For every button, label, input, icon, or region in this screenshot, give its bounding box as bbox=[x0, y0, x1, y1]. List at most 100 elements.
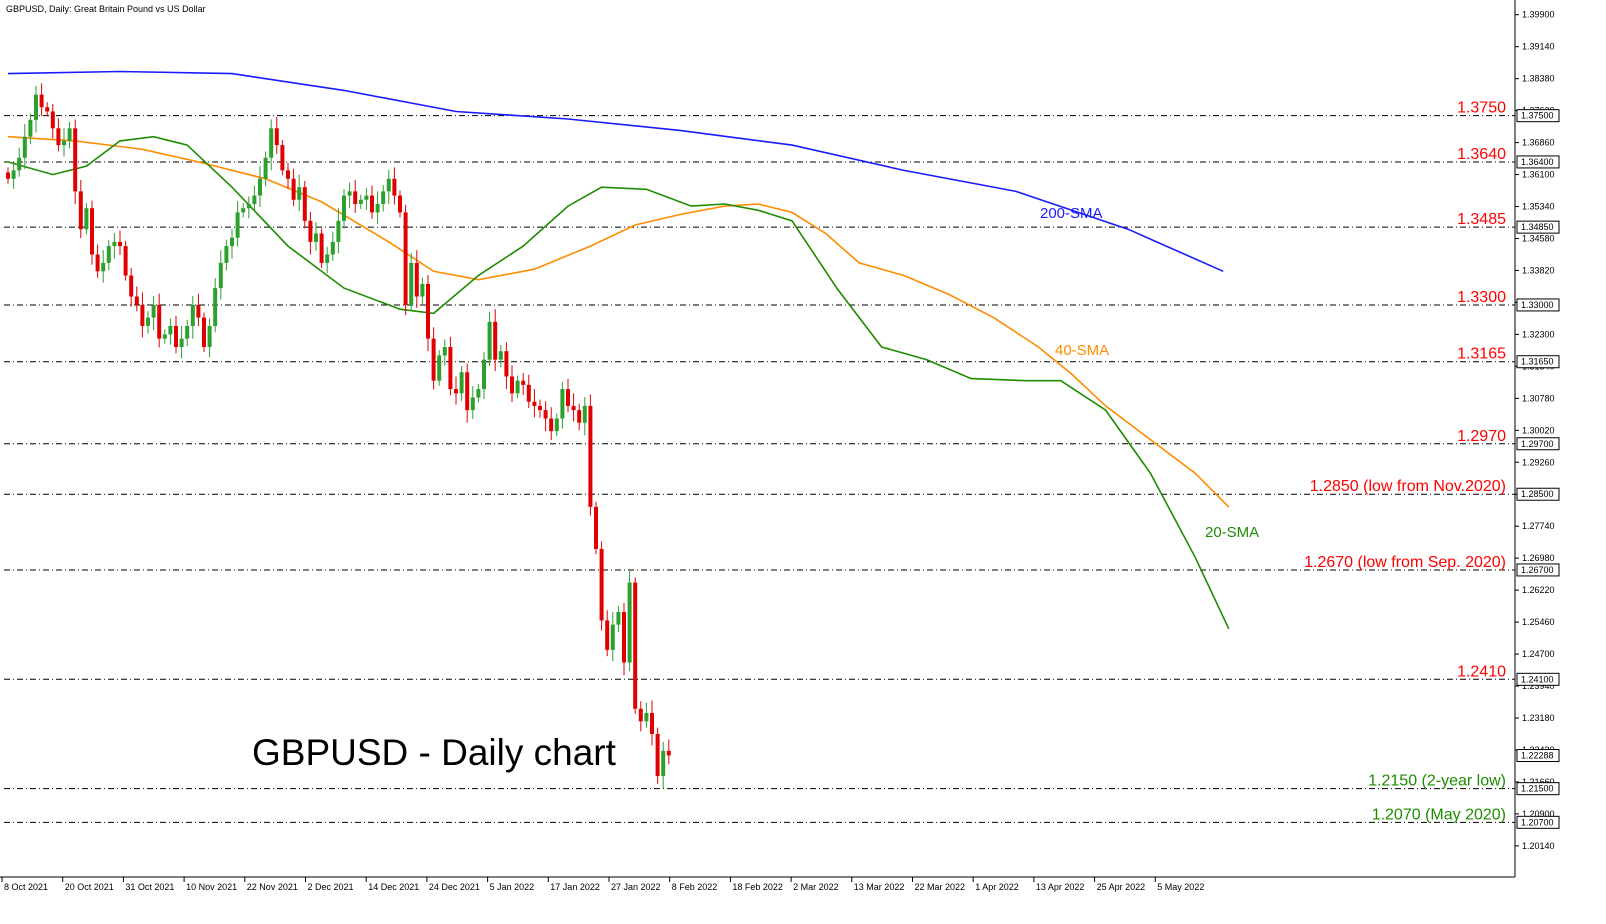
price-tag-box bbox=[1516, 437, 1560, 451]
candle-body bbox=[577, 410, 582, 423]
candle-body bbox=[610, 624, 615, 650]
candle-body bbox=[39, 94, 44, 108]
candle-body bbox=[112, 241, 117, 247]
candle-body bbox=[207, 325, 212, 348]
candle-body bbox=[498, 351, 503, 360]
candle-body bbox=[202, 317, 206, 348]
moving-averages bbox=[7, 70, 1230, 630]
candle-body bbox=[252, 195, 257, 205]
candle-body bbox=[504, 351, 509, 377]
candle-body bbox=[655, 733, 660, 777]
y-tick-label: 1.35340 bbox=[1522, 202, 1555, 212]
level-label: 1.2670 (low from Sep. 2020) bbox=[1304, 554, 1506, 571]
candle-body bbox=[347, 191, 352, 196]
candle-body bbox=[448, 347, 453, 390]
price-tag-box bbox=[1516, 815, 1560, 829]
candle-body bbox=[84, 208, 89, 230]
candle-body bbox=[493, 321, 498, 360]
candle-body bbox=[594, 506, 598, 549]
price-tags: 1.37500 1.36400 1.34850 1.33000 1.31650 1.297… bbox=[1516, 109, 1560, 829]
level-label: 1.3300 bbox=[1457, 289, 1506, 306]
candle-body bbox=[454, 389, 458, 394]
candle-body bbox=[336, 220, 341, 242]
candle-body bbox=[644, 712, 649, 722]
y-tick-label: 1.20140 bbox=[1522, 841, 1555, 851]
sma-line-20-sma bbox=[7, 135, 1230, 630]
candlesticks bbox=[6, 83, 671, 789]
price-tag-label: 1.20700 bbox=[1521, 817, 1554, 827]
candle-body bbox=[168, 325, 173, 335]
candle-body bbox=[246, 204, 251, 209]
candle-body bbox=[78, 191, 83, 230]
candle-body bbox=[627, 582, 632, 663]
candle-body bbox=[314, 233, 318, 242]
candle-body bbox=[342, 195, 346, 221]
price-tag-label: 1.33000 bbox=[1521, 300, 1554, 310]
candle-body bbox=[34, 94, 38, 120]
x-tick-label: 2 Dec 2021 bbox=[308, 882, 354, 892]
candle-body bbox=[22, 136, 27, 158]
candle-body bbox=[470, 397, 475, 411]
y-tick-label: 1.32300 bbox=[1522, 329, 1555, 339]
candle-body bbox=[526, 384, 531, 402]
candle-body bbox=[280, 145, 285, 171]
candle-body bbox=[599, 548, 604, 621]
x-tick-label: 25 Apr 2022 bbox=[1097, 882, 1146, 892]
candle-body bbox=[521, 380, 526, 385]
candle-body bbox=[650, 712, 654, 734]
candle-body bbox=[515, 380, 520, 394]
x-tick-label: 20 Oct 2021 bbox=[65, 882, 114, 892]
y-tick-label: 1.38380 bbox=[1522, 74, 1555, 84]
candle-body bbox=[101, 262, 106, 272]
level-label: 1.2970 bbox=[1457, 428, 1506, 445]
level-label: 1.3485 bbox=[1457, 211, 1506, 228]
candle-body bbox=[554, 418, 559, 432]
candle-body bbox=[364, 195, 369, 200]
candle-body bbox=[151, 304, 156, 318]
sma-label: 20-SMA bbox=[1205, 524, 1259, 541]
price-tag-label: 1.34850 bbox=[1521, 222, 1554, 232]
candle-body bbox=[459, 372, 464, 394]
candle-body bbox=[106, 246, 111, 263]
candle-body bbox=[353, 191, 358, 205]
candle-body bbox=[375, 204, 380, 213]
candle-body bbox=[308, 220, 313, 242]
price-tag-box bbox=[1516, 298, 1560, 312]
level-label: 1.2150 (2-year low) bbox=[1368, 773, 1506, 790]
candle-body bbox=[566, 389, 570, 406]
candle-body bbox=[487, 321, 492, 360]
y-tick-label: 1.23180 bbox=[1522, 713, 1555, 723]
candle-body bbox=[325, 254, 330, 263]
time-axis: 8 Oct 2021 20 Oct 2021 31 Oct 2021 10 Nov 2… bbox=[1, 877, 1204, 892]
candle-body bbox=[381, 191, 386, 205]
y-tick-label: 1.39900 bbox=[1522, 10, 1555, 20]
y-tick-label: 1.21660 bbox=[1522, 777, 1555, 787]
chart-title: GBPUSD, Daily: Great Britain Pound vs US… bbox=[6, 4, 206, 14]
price-tag-label: 1.28500 bbox=[1521, 489, 1554, 499]
sma-label: 200-SMA bbox=[1040, 205, 1103, 222]
x-tick-label: 10 Nov 2021 bbox=[186, 882, 237, 892]
candle-body bbox=[638, 708, 643, 722]
y-tick-label: 1.23940 bbox=[1522, 681, 1555, 691]
candle-body bbox=[588, 405, 593, 507]
y-tick-label: 1.26980 bbox=[1522, 553, 1555, 563]
candle-body bbox=[465, 372, 470, 411]
candle-body bbox=[140, 304, 145, 326]
candle-body bbox=[73, 128, 78, 192]
y-tick-label: 1.24700 bbox=[1522, 649, 1555, 659]
candle-body bbox=[482, 359, 486, 390]
y-tick-label: 1.29260 bbox=[1522, 457, 1555, 467]
candle-body bbox=[213, 288, 218, 326]
sma-line-40-sma bbox=[7, 135, 1230, 508]
candle-body bbox=[622, 612, 626, 663]
y-tick-label: 1.27740 bbox=[1522, 521, 1555, 531]
candle-body bbox=[398, 195, 402, 213]
price-tag-label: 1.22288 bbox=[1521, 751, 1554, 761]
price-tag-box bbox=[1516, 782, 1560, 796]
candle-body bbox=[510, 376, 514, 394]
candle-body bbox=[437, 355, 442, 381]
candle-body bbox=[358, 199, 363, 205]
level-label: 1.3640 bbox=[1457, 146, 1506, 163]
